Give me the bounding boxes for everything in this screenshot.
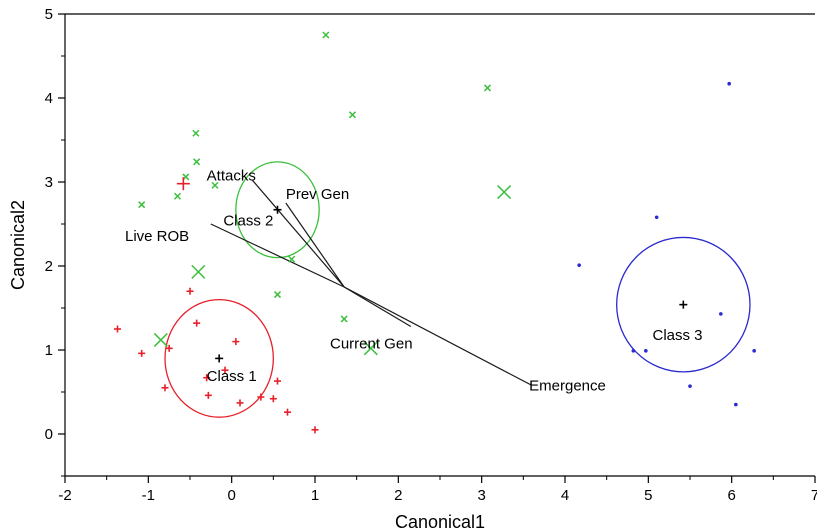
data-point xyxy=(654,215,659,220)
data-points xyxy=(114,31,756,434)
ray-label: Current Gen xyxy=(330,335,413,352)
large-marker-stroke xyxy=(191,264,206,279)
y-axis-title: Canonical2 xyxy=(8,200,28,290)
large-marker-stroke xyxy=(497,185,512,200)
data-point-stroke xyxy=(138,201,146,209)
class-label: Class 1 xyxy=(207,368,257,385)
biplot-ray xyxy=(252,179,345,288)
y-tick-label: 0 xyxy=(45,426,53,443)
x-tick-label: 7 xyxy=(811,487,817,504)
class-label: Class 2 xyxy=(223,213,273,230)
data-point xyxy=(719,312,723,316)
data-point xyxy=(688,384,692,388)
data-point-stroke xyxy=(288,255,296,263)
x-tick-label: 6 xyxy=(727,487,735,504)
class-centers xyxy=(215,205,688,363)
data-point-stroke xyxy=(173,192,182,200)
x-tick-label: 2 xyxy=(394,487,402,504)
biplot-ray xyxy=(285,202,345,288)
data-point-stroke xyxy=(340,315,348,323)
y-tick-label: 5 xyxy=(45,6,53,23)
data-point-stroke xyxy=(348,111,357,119)
data-point xyxy=(644,349,648,353)
ray-label: Prev Gen xyxy=(286,186,349,203)
x-tick-label: 1 xyxy=(311,487,319,504)
class-circle xyxy=(616,236,751,373)
y-ticks: 0 1 2 3 4 5 xyxy=(45,6,65,477)
y-tick-label: 1 xyxy=(45,342,53,359)
data-point-stroke xyxy=(192,129,200,137)
ray-label: Emergence xyxy=(529,377,606,394)
annotation-labels: Class 1 Class 2 Class 3 Attacks Prev Gen Live… xyxy=(125,167,703,394)
x-tick-label: 0 xyxy=(227,487,235,504)
x-tick-label: 3 xyxy=(477,487,485,504)
large-marker-stroke xyxy=(153,332,168,347)
data-point-stroke xyxy=(483,84,492,92)
biplot-rays xyxy=(210,179,532,386)
x-tick-label: -2 xyxy=(58,487,71,504)
biplot-ray xyxy=(343,286,412,327)
x-axis-title: Canonical1 xyxy=(395,512,485,532)
class-label: Class 3 xyxy=(653,327,703,344)
data-point xyxy=(631,349,636,353)
class-circle xyxy=(164,298,274,418)
y-tick-label: 2 xyxy=(45,258,53,275)
biplot-ray xyxy=(343,286,532,386)
data-point xyxy=(734,402,738,407)
biplot-ray xyxy=(210,223,345,288)
class-circle xyxy=(235,161,320,259)
large-marker-stroke xyxy=(363,341,378,356)
x-tick-label: 5 xyxy=(644,487,652,504)
x-tick-label: -1 xyxy=(142,487,155,504)
plot-frame xyxy=(64,13,815,477)
x-ticks: -2 -1 0 1 2 3 4 5 6 7 xyxy=(58,476,817,504)
ray-label: Attacks xyxy=(207,167,256,184)
data-point xyxy=(752,349,756,353)
ray-label: Live ROB xyxy=(125,228,189,245)
data-point xyxy=(577,263,581,267)
data-point-stroke xyxy=(273,291,282,299)
data-point-stroke xyxy=(193,158,201,166)
data-point-stroke xyxy=(211,181,219,189)
y-tick-label: 3 xyxy=(45,174,53,191)
y-tick-label: 4 xyxy=(45,90,53,107)
data-point xyxy=(727,81,731,86)
data-point-stroke xyxy=(322,31,330,39)
x-tick-label: 4 xyxy=(561,487,569,504)
class-circles xyxy=(164,161,751,418)
